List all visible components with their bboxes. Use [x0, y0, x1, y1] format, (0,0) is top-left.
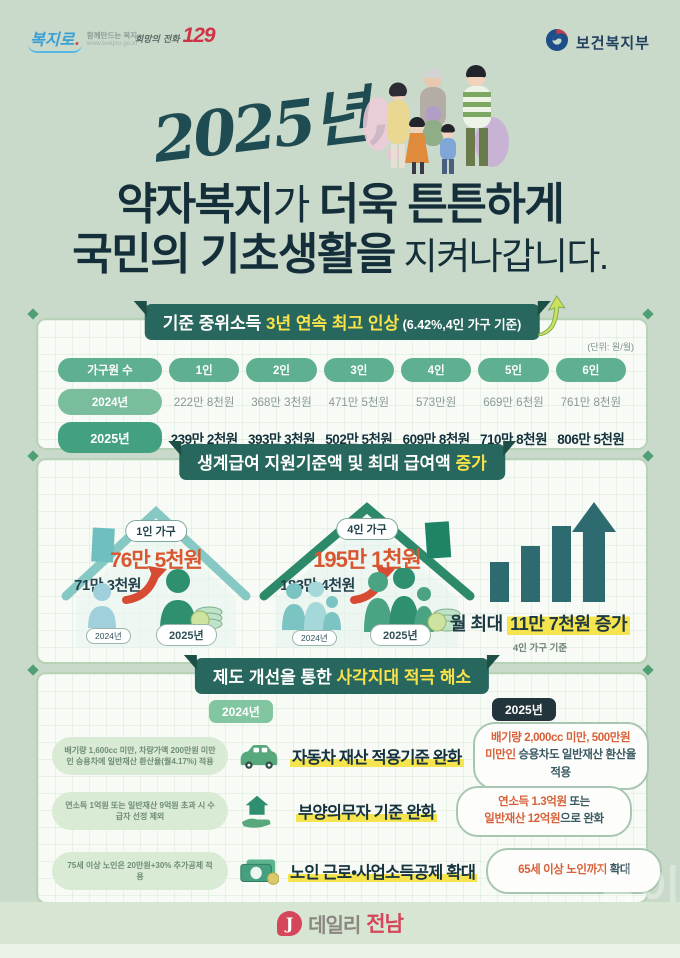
income-value: 710만 8천원 [479, 431, 548, 447]
house-badge: 4인 가구 [336, 518, 398, 540]
median-income-card: 기준 중위소득 3년 연속 최고 인상 (6.42%,4인 가구 기준) (단위… [36, 295, 648, 453]
increase-note: 4인 가구 기준 [512, 643, 568, 654]
column-header: 6인 [555, 358, 626, 382]
old-rule-pill: 배기량 1,600cc 미만, 차량가액 200만원 미만인 승용차에 일반재산… [52, 736, 228, 775]
policy-row-seniors: 75세 이상 노인은 20만원+30% 추가공제 적용 노인 근로•사업소득공제… [52, 848, 663, 894]
income-value: 502만 5천원 [325, 431, 393, 447]
diamond-decoration [27, 450, 39, 462]
bokjiro-url: www.bokjiro.go.kr [86, 40, 138, 48]
policy-title: 부양의무자 기준 완화 [296, 804, 437, 823]
badge-2024: 2024년 [209, 700, 273, 723]
income-value: 239만 2천원 [170, 431, 239, 447]
year-row-label-2025: 2025년 [58, 422, 162, 453]
family-2024-icon [280, 581, 342, 635]
call129-logo: 희망의 전화 129 [135, 24, 216, 47]
ministry-name: 보건복지부 [575, 35, 650, 52]
rising-bars-icon [484, 500, 616, 609]
bokjiro-logo-text: 복지로. [28, 26, 82, 53]
policy-row-dependents: 연소득 1억원 또는 일반재산 9억원 초과 시 수급자 선정 제외 부양의무자… [52, 786, 632, 837]
footer-logo-jeonnam: 전남 [366, 913, 404, 936]
taegeuk-icon [545, 28, 569, 57]
column-header: 5인 [478, 358, 549, 382]
hand-house-icon [237, 793, 277, 829]
new-rule-box: 연소득 1.3억원 또는 일반재산 12억원으로 완화 [456, 786, 632, 837]
car-icon [237, 741, 281, 771]
footer-band: J 데일리 전남 [0, 902, 680, 944]
blindspot-card: 제도 개선을 통한 사각지대 적극 해소 2024년 2025년 배기량 1,6… [36, 655, 663, 904]
page-title-line2: 국민의 기초생활을 지켜나갑니다. [72, 230, 609, 279]
column-header: 1인 [169, 358, 240, 382]
diamond-decoration [27, 664, 39, 676]
income-value: 609만 8천원 [402, 431, 471, 447]
policy-title: 노인 근로•사업소득공제 확대 [288, 864, 478, 882]
footer-strip [0, 944, 680, 958]
house-4person: 4인 가구 195만 1천원 183만 4천원 [258, 496, 476, 654]
header: 복지로. 함께만드는 복지 www.bokjiro.go.kr 희망의 전화 1… [0, 0, 680, 70]
year-oval-2025: 2025년 [156, 624, 217, 646]
income-value: 806만 5천원 [557, 431, 625, 447]
house-badge: 1인 가구 [125, 520, 187, 542]
diamond-decoration [27, 308, 39, 320]
old-rule-pill: 75세 이상 노인은 20만원+30% 추가공제 적용 [52, 852, 228, 890]
column-header: 2인 [246, 358, 317, 382]
bokjiro-logo: 복지로. 함께만드는 복지 www.bokjiro.go.kr [28, 26, 138, 53]
page-title-line1: 약자복지가 더욱 튼튼하게 [116, 180, 565, 229]
year-oval-2025: 2025년 [370, 624, 431, 646]
section2-title-band: 생계급여 지원기준액 및 최대 급여액 증가 [168, 441, 516, 480]
badge-2025: 2025년 [492, 698, 556, 721]
policy-title: 자동차 재산 적용기준 완화 [290, 748, 464, 767]
year-script: 2025년, [149, 76, 390, 177]
bokjiro-tagline: 함께만드는 복지 www.bokjiro.go.kr [86, 30, 138, 48]
year-row-label-2024: 2024년 [58, 389, 162, 415]
daily-jeonnam-logo-icon: J [277, 910, 303, 936]
new-rule-box: 65세 이상 노인까지 확대 [486, 848, 663, 894]
person-2024-icon [84, 582, 120, 633]
livelihood-card: 생계급여 지원기준액 및 최대 급여액 증가 1인 가구 76만 5천원 71만… [36, 441, 648, 664]
income-value: 393만 3천원 [247, 431, 316, 447]
old-rule-pill: 연소득 1억원 또는 일반재산 9억원 초과 시 수급자 선정 제외 [52, 792, 228, 831]
diamond-decoration [642, 308, 654, 320]
ministry-logo: 보건복지부 [545, 28, 650, 57]
amount-new: 76만 5천원 [110, 549, 203, 572]
income-value: 761만 8천원 [560, 397, 622, 409]
year-oval-2024: 2024년 [86, 628, 131, 644]
section1-title-band: 기준 중위소득 3년 연속 최고 인상 (6.42%,4인 가구 기준) [133, 295, 566, 340]
year-oval-2024: 2024년 [292, 630, 337, 646]
monthly-increase-summary: 월 최대 11만 7천원 증가 4인 가구 기준 [434, 610, 646, 654]
number-129: 129 [182, 24, 216, 47]
footer-logo-daily: 데일리 [308, 914, 361, 937]
column-header: 3인 [323, 358, 394, 382]
income-value: 471만 5천원 [328, 397, 390, 409]
column-header: 4인 [401, 358, 472, 382]
income-value: 368만 3천원 [251, 397, 312, 409]
income-table: 가구원 수 1인 2인 3인 4인 5인 6인 2024년 222만 8천원 3… [58, 358, 626, 453]
unit-note: (단위: 원/월) [587, 342, 634, 352]
section3-title-band: 제도 개선을 통한 사각지대 적극 해소 [183, 655, 501, 694]
house-1person: 1인 가구 76만 5천원 71만 3천원 [60, 500, 252, 654]
column-header: 가구원 수 [58, 358, 162, 382]
new-rule-box: 배기량 2,000cc 미만, 500만원 미만인 승용차도 일반재산 환산율 … [472, 722, 649, 790]
family-2025-icon [362, 567, 462, 637]
income-value: 222만 8천원 [173, 397, 235, 409]
up-arrow-icon [535, 294, 566, 341]
growth-arrow-icon [122, 562, 168, 609]
income-value: 573만원 [415, 397, 457, 409]
family-illustration [360, 62, 512, 181]
policy-row-car: 배기량 1,600cc 미만, 차량가액 200만원 미만인 승용차에 일반재산… [52, 722, 649, 790]
money-icon [237, 856, 279, 886]
income-value: 669만 6천원 [483, 397, 544, 409]
